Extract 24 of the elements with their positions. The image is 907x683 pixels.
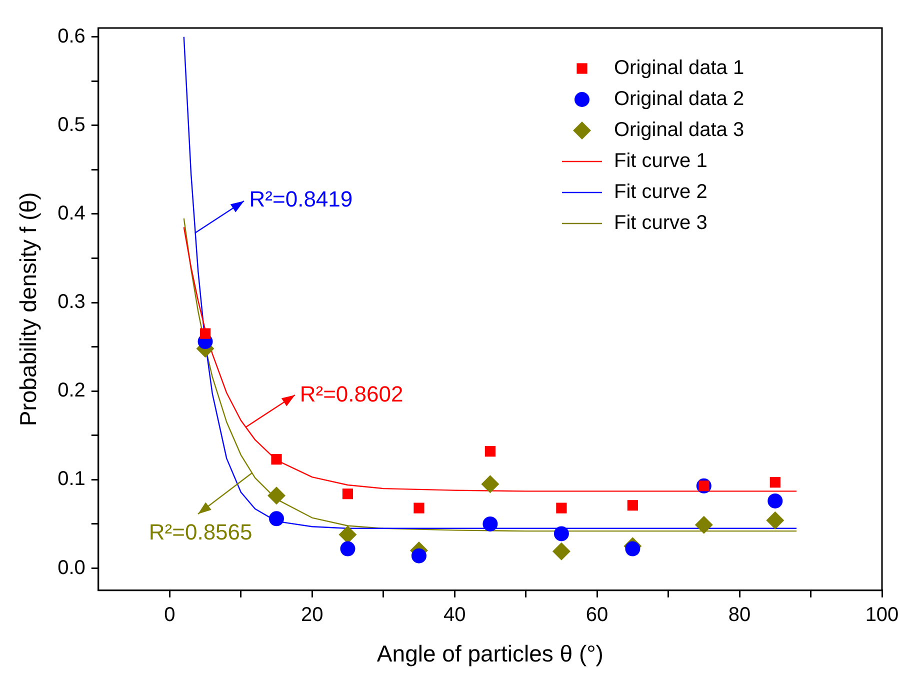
x-tick-label: 80: [728, 604, 751, 626]
legend-label: Fit curve 1: [614, 150, 708, 172]
y-axis-title: Probability density f (θ): [15, 192, 42, 426]
x-tick-label: 0: [164, 604, 176, 626]
legend-label: Original data 3: [614, 119, 744, 142]
y-tick-label: 0.0: [58, 556, 86, 579]
y-tick-label: 0.5: [58, 114, 86, 136]
annotation: R²=0.8419: [249, 186, 353, 212]
legend-label: Fit curve 2: [614, 181, 708, 204]
x-tick-label: 100: [865, 604, 899, 626]
annotation: R²=0.8602: [300, 382, 404, 406]
x-tick-label: 40: [443, 604, 466, 626]
x-tick-label: 60: [586, 604, 608, 626]
y-tick-label: 0.2: [58, 380, 86, 402]
legend-label: Original data 2: [614, 88, 744, 110]
y-tick-label: 0.3: [58, 291, 86, 314]
annotation: R²=0.8565: [148, 520, 252, 545]
x-tick-label: 20: [300, 604, 324, 626]
x-axis-title: Angle of particles θ (°): [376, 640, 604, 667]
legend-label: Original data 1: [614, 57, 744, 80]
y-tick-label: 0.4: [58, 202, 86, 225]
legend-label: Fit curve 3: [614, 212, 708, 234]
y-tick-label: 0.1: [58, 468, 86, 490]
y-tick-label: 0.6: [58, 25, 86, 48]
